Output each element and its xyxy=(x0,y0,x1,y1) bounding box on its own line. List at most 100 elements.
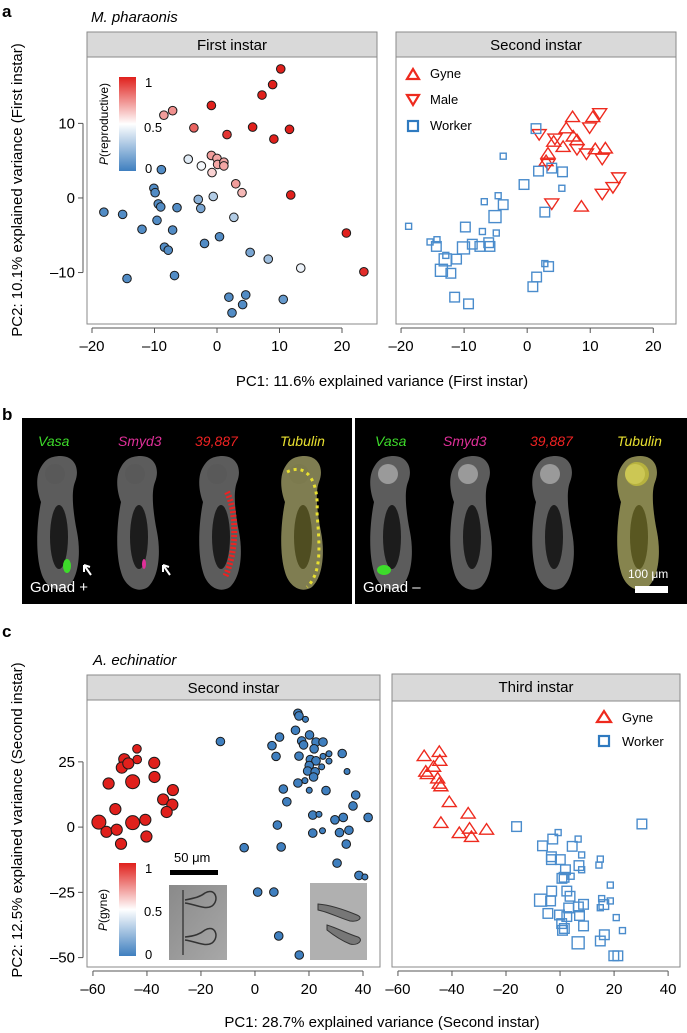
gene-39887-signal xyxy=(222,490,238,579)
panel-a-legend: Gyne Male Worker xyxy=(405,66,472,133)
data-point xyxy=(148,756,161,770)
data-point-triangle-down xyxy=(530,128,548,142)
data-point-square xyxy=(554,909,566,921)
data-point xyxy=(207,167,217,178)
data-point-square xyxy=(559,864,571,876)
data-point xyxy=(273,931,284,941)
x-tick-label: 0 xyxy=(523,338,531,355)
data-point xyxy=(350,790,361,800)
data-point xyxy=(284,124,295,135)
data-point-square xyxy=(497,199,509,211)
data-point xyxy=(325,750,333,758)
larva-gut xyxy=(130,505,148,569)
channel-label-tubulin: Tubulin xyxy=(617,433,662,449)
data-point xyxy=(361,873,369,881)
facet-title: Second instar xyxy=(188,680,280,697)
data-point-triangle-up xyxy=(478,822,495,835)
panel-a-y-axis-label: PC2: 10.1% explained variance (First ins… xyxy=(9,43,26,336)
panel-a-colorbar: 1 0.5 0 P(reproductive) xyxy=(97,75,162,176)
data-point xyxy=(110,823,123,836)
channel-label-39887: 39,887 xyxy=(530,433,574,449)
data-point-triangle-down xyxy=(581,122,598,135)
channel-label-39887: 39,887 xyxy=(195,433,239,449)
tubulin-signal xyxy=(617,456,659,590)
data-point xyxy=(206,100,217,111)
inset-structure xyxy=(184,890,217,909)
data-point-square xyxy=(571,936,585,950)
larva-image xyxy=(117,456,159,590)
data-point-square xyxy=(542,907,554,919)
data-point-square xyxy=(404,222,413,230)
colorbar-title-rest: (gyne) xyxy=(96,889,110,923)
series-male xyxy=(530,108,627,211)
triangle-down-icon xyxy=(405,93,421,108)
data-point xyxy=(293,778,303,788)
data-point xyxy=(295,263,306,273)
channel-label-vasa: Vasa xyxy=(38,433,70,449)
x-tick-label: 20 xyxy=(334,338,351,355)
data-point-square xyxy=(492,229,500,237)
larva-image xyxy=(450,456,492,590)
data-point-square xyxy=(566,840,578,852)
arrow-icon xyxy=(83,564,92,576)
colorbar-tick: 1 xyxy=(145,75,152,90)
square-icon xyxy=(597,734,611,748)
colorbar-title: P(gyne) xyxy=(96,889,110,931)
legend-label-gyne: Gyne xyxy=(430,66,461,81)
x-tick-label: –60 xyxy=(80,981,105,998)
data-point xyxy=(315,810,323,818)
larva-image xyxy=(199,456,241,590)
data-point xyxy=(172,202,182,213)
x-tick-label: 40 xyxy=(660,981,677,998)
legend-label-male: Male xyxy=(430,92,458,107)
data-point xyxy=(229,212,239,223)
x-tick-label: 0 xyxy=(251,981,259,998)
data-point xyxy=(222,129,232,140)
data-point-square xyxy=(597,894,606,903)
data-point-square xyxy=(456,241,471,255)
facet-title: First instar xyxy=(197,37,267,54)
y-tick-label: 10 xyxy=(58,115,75,132)
data-point xyxy=(239,842,249,853)
legend-label-worker: Worker xyxy=(622,734,664,749)
data-point-square xyxy=(567,872,575,880)
data-point-triangle-up xyxy=(429,771,446,784)
colorbar-tick: 0.5 xyxy=(144,120,162,135)
data-point-triangle-down xyxy=(578,148,595,161)
data-point-square xyxy=(449,291,461,303)
data-point-square xyxy=(494,192,502,200)
data-point-triangle-up xyxy=(431,753,449,766)
data-point xyxy=(348,801,358,811)
data-point xyxy=(102,777,115,790)
data-point-square xyxy=(595,861,603,869)
panel-c-y-axis-label: PC2: 12.5% explained variance (Second in… xyxy=(9,662,26,977)
data-point-square xyxy=(433,236,441,244)
larva-gut xyxy=(383,505,401,569)
gonad-plus-label: Gonad + xyxy=(30,579,88,596)
data-point-square xyxy=(573,910,585,922)
larva-image xyxy=(617,456,659,590)
x-tick-label: 0 xyxy=(213,338,221,355)
data-point xyxy=(166,783,179,797)
data-point xyxy=(224,292,234,302)
data-point xyxy=(278,784,289,794)
larva-gut xyxy=(212,505,230,569)
data-point xyxy=(341,839,352,849)
scale-bar xyxy=(635,586,668,593)
facet-strip xyxy=(86,674,381,701)
data-point-square xyxy=(480,197,488,206)
data-point xyxy=(337,748,347,759)
data-point-square xyxy=(499,152,507,160)
data-point xyxy=(237,299,248,310)
data-point-square xyxy=(536,840,548,852)
x-tick-label: –10 xyxy=(452,338,477,355)
inset-structure xyxy=(326,924,361,945)
colorbar-title-italic: P xyxy=(96,923,110,931)
data-point xyxy=(132,754,143,765)
legend-label-worker: Worker xyxy=(430,118,472,133)
data-point-triangle-up xyxy=(432,815,450,829)
data-point xyxy=(252,887,263,897)
colorbar-title-italic: P xyxy=(97,157,111,165)
